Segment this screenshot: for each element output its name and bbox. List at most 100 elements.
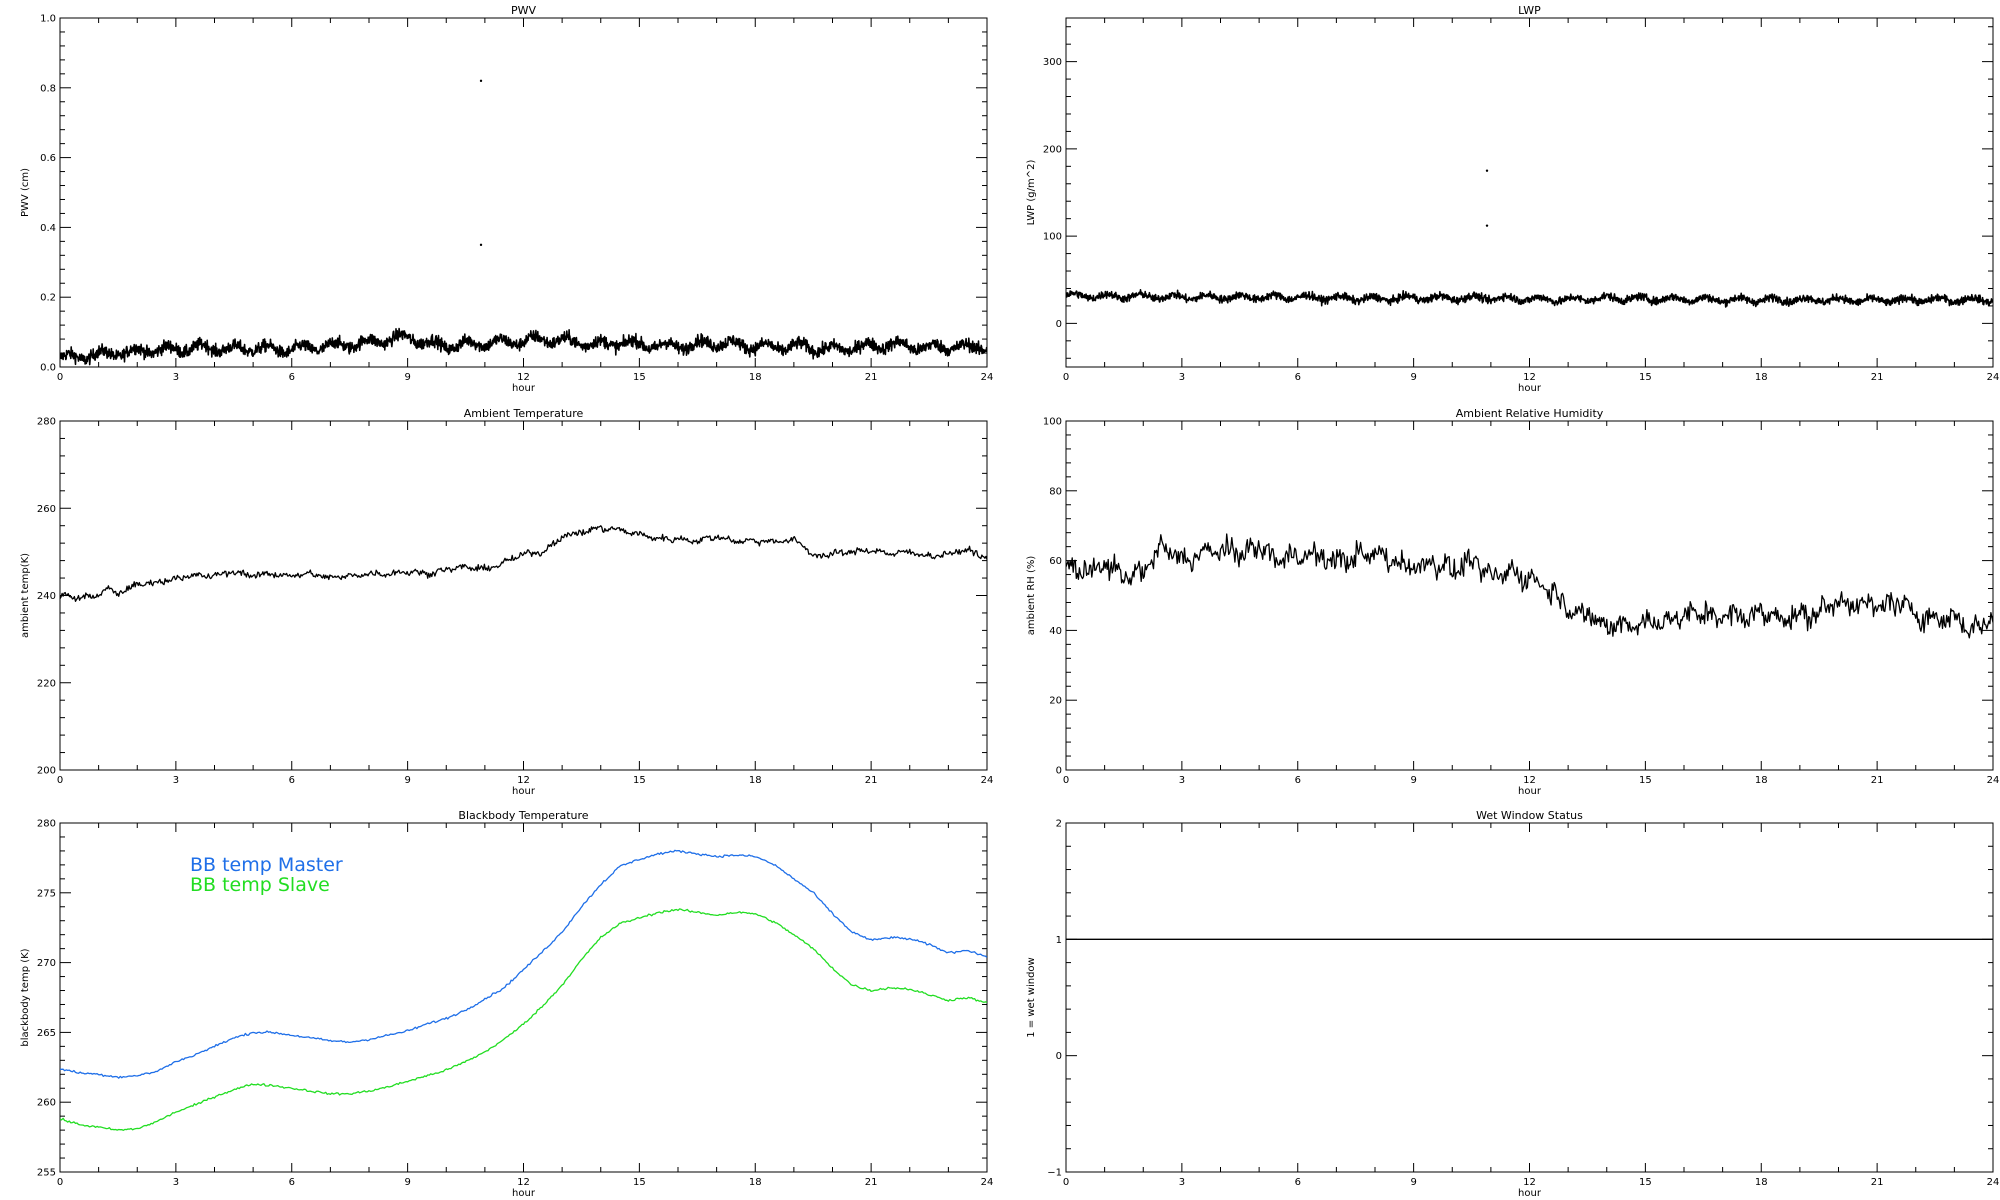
x-tick-label: 15 bbox=[633, 1177, 646, 1188]
x-tick-label: 12 bbox=[1523, 775, 1536, 786]
x-tick-label: 6 bbox=[1295, 775, 1301, 786]
x-tick-label: 21 bbox=[865, 775, 878, 786]
y-tick-label: 0.0 bbox=[40, 363, 56, 374]
x-tick-label: 18 bbox=[1755, 1177, 1768, 1188]
y-tick-label: 80 bbox=[1049, 486, 1062, 497]
x-tick-label: 3 bbox=[1179, 372, 1185, 383]
y-axis-label: ambient RH (%) bbox=[1026, 556, 1037, 636]
x-axis-label: hour bbox=[1518, 1188, 1542, 1199]
x-tick-label: 15 bbox=[1639, 775, 1652, 786]
x-tick-label: 9 bbox=[1410, 372, 1416, 383]
panel-blackbody_temp: 0 3 6 9 12 15 18 21 24 255 260 265 270 275 280 Blackbod… bbox=[20, 809, 993, 1199]
x-tick-label: 6 bbox=[1295, 1177, 1301, 1188]
y-tick-label: 270 bbox=[37, 958, 56, 969]
y-axis-label: 1 = wet window bbox=[1026, 957, 1037, 1037]
y-tick-label: 1.0 bbox=[40, 14, 56, 25]
y-axis-label: PWV (cm) bbox=[20, 168, 31, 217]
x-tick-label: 21 bbox=[1871, 1177, 1884, 1188]
x-tick-label: 0 bbox=[1063, 372, 1069, 383]
panel-ambient_rh: 0 3 6 9 12 15 18 21 24 0 20 40 60 80 100 Ambient Relati… bbox=[1026, 407, 1999, 797]
y-tick-label: 275 bbox=[37, 888, 56, 899]
y-tick-label: 0.8 bbox=[40, 83, 56, 94]
x-tick-label: 24 bbox=[981, 1177, 994, 1188]
y-tick-label: 0 bbox=[1056, 766, 1062, 777]
x-tick-label: 12 bbox=[517, 1177, 530, 1188]
series-line bbox=[1066, 533, 1993, 639]
x-tick-label: 21 bbox=[865, 372, 878, 383]
x-tick-label: 9 bbox=[404, 775, 410, 786]
series-line bbox=[60, 327, 987, 366]
x-tick-label: 3 bbox=[173, 775, 179, 786]
x-tick-label: 6 bbox=[289, 372, 295, 383]
outlier-point bbox=[479, 79, 483, 83]
x-tick-label: 24 bbox=[1987, 1177, 2000, 1188]
x-tick-label: 12 bbox=[1523, 372, 1536, 383]
x-tick-label: 0 bbox=[1063, 1177, 1069, 1188]
y-tick-label: 200 bbox=[1043, 144, 1062, 155]
x-tick-label: 6 bbox=[289, 775, 295, 786]
panel-title: Blackbody Temperature bbox=[458, 809, 588, 822]
x-tick-label: 15 bbox=[1639, 1177, 1652, 1188]
x-tick-label: 18 bbox=[749, 1177, 762, 1188]
series-line bbox=[60, 525, 987, 602]
x-axis-label: hour bbox=[512, 1188, 536, 1199]
y-tick-label: 40 bbox=[1049, 626, 1062, 637]
x-tick-label: 24 bbox=[981, 775, 994, 786]
y-tick-label: −1 bbox=[1047, 1168, 1062, 1179]
panel-ambient_temp: 0 3 6 9 12 15 18 21 24 200 220 240 260 280 Ambient Tem… bbox=[20, 407, 993, 797]
y-tick-label: 0.2 bbox=[40, 293, 56, 304]
y-tick-label: 60 bbox=[1049, 556, 1062, 567]
y-tick-label: 260 bbox=[37, 504, 56, 515]
x-tick-label: 3 bbox=[173, 1177, 179, 1188]
legend-entry: BB temp Master bbox=[190, 854, 343, 876]
y-axis-label: ambient temp(K) bbox=[20, 553, 31, 638]
y-tick-label: 0.4 bbox=[40, 223, 56, 234]
x-tick-label: 15 bbox=[1639, 372, 1652, 383]
x-tick-label: 12 bbox=[1523, 1177, 1536, 1188]
x-tick-label: 18 bbox=[1755, 775, 1768, 786]
x-axis-label: hour bbox=[512, 786, 536, 797]
series-line-bb-temp-slave bbox=[60, 908, 987, 1131]
panel-title: LWP bbox=[1518, 4, 1541, 17]
x-tick-label: 0 bbox=[57, 372, 63, 383]
y-tick-label: 240 bbox=[37, 591, 56, 602]
y-tick-label: 255 bbox=[37, 1168, 56, 1179]
y-axis-label: LWP (g/m^2) bbox=[1026, 160, 1037, 226]
y-tick-label: 260 bbox=[37, 1098, 56, 1109]
y-tick-label: 0 bbox=[1056, 319, 1062, 330]
panel-title: Ambient Temperature bbox=[464, 407, 584, 420]
y-tick-label: 280 bbox=[37, 819, 56, 830]
outlier-point bbox=[479, 243, 483, 247]
panel-title: Wet Window Status bbox=[1476, 809, 1583, 822]
y-tick-label: 1 bbox=[1056, 935, 1062, 946]
y-tick-label: 2 bbox=[1056, 819, 1062, 830]
panel-title: PWV bbox=[511, 4, 537, 17]
panel-title: Ambient Relative Humidity bbox=[1456, 407, 1604, 420]
x-tick-label: 24 bbox=[981, 372, 994, 383]
x-axis-label: hour bbox=[1518, 383, 1542, 394]
x-tick-label: 0 bbox=[57, 1177, 63, 1188]
x-tick-label: 21 bbox=[1871, 775, 1884, 786]
y-tick-label: 220 bbox=[37, 678, 56, 689]
y-tick-label: 100 bbox=[1043, 417, 1062, 428]
x-tick-label: 3 bbox=[1179, 775, 1185, 786]
x-tick-label: 15 bbox=[633, 775, 646, 786]
x-tick-label: 18 bbox=[1755, 372, 1768, 383]
panel-pwv: 0 3 6 9 12 15 18 21 24 0.0 0.2 0.4 0.6 0.8 1.0 PWV hour P… bbox=[20, 4, 993, 394]
plot-frame bbox=[1065, 822, 1994, 1173]
plot-frame bbox=[1065, 17, 1994, 368]
x-tick-label: 24 bbox=[1987, 372, 2000, 383]
x-tick-label: 12 bbox=[517, 372, 530, 383]
x-tick-label: 21 bbox=[865, 1177, 878, 1188]
plot-frame bbox=[59, 420, 988, 771]
y-tick-label: 0.6 bbox=[40, 153, 56, 164]
outlier-point bbox=[1485, 169, 1489, 172]
x-tick-label: 9 bbox=[1410, 1177, 1416, 1188]
x-tick-label: 6 bbox=[1295, 372, 1301, 383]
x-tick-label: 6 bbox=[289, 1177, 295, 1188]
legend-entry: BB temp Slave bbox=[190, 874, 330, 896]
x-axis-label: hour bbox=[1518, 786, 1542, 797]
x-tick-label: 3 bbox=[1179, 1177, 1185, 1188]
